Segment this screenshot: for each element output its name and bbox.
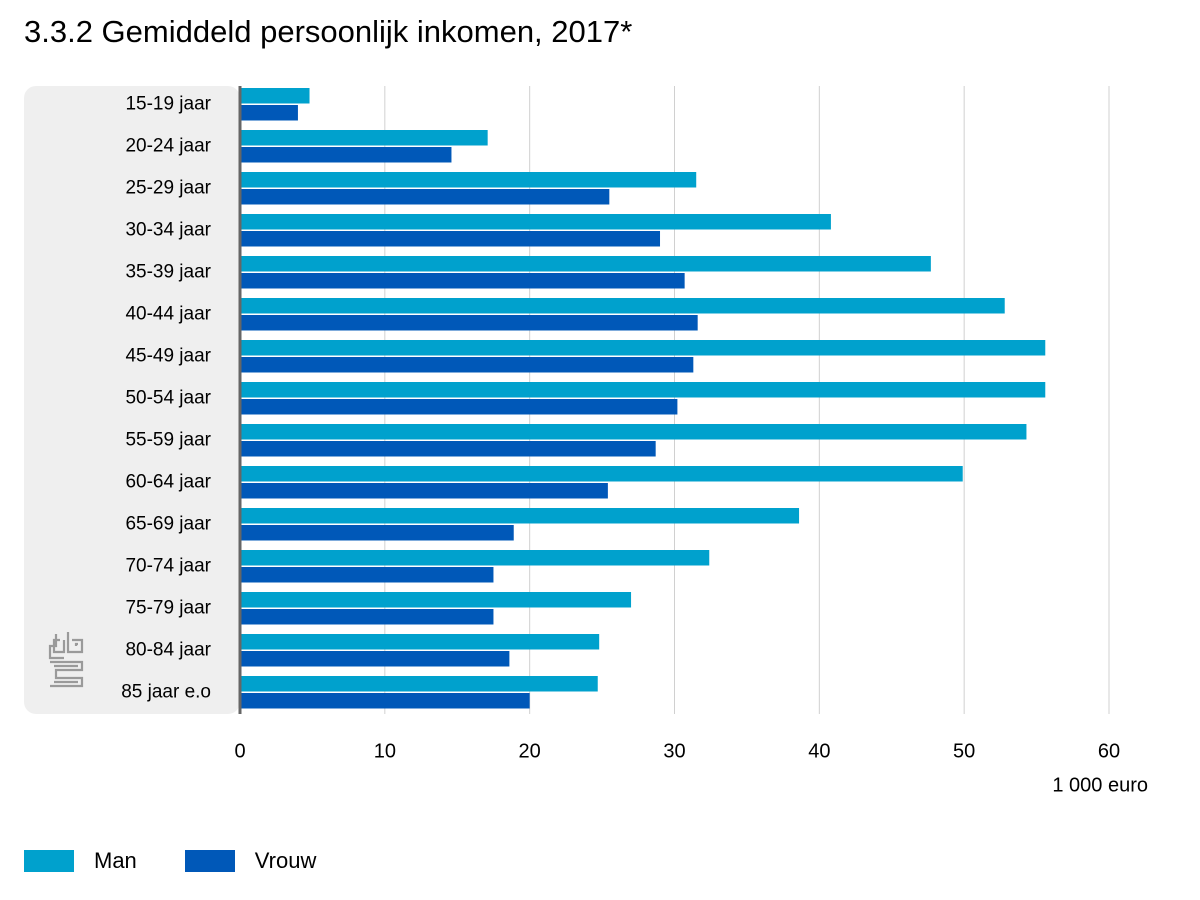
- bar-man-35-39-jaar: [240, 256, 931, 272]
- bar-vrouw-20-24-jaar: [240, 147, 452, 163]
- bar-vrouw-50-54-jaar: [240, 399, 678, 415]
- bar-man-85-jaar-e-o: [240, 676, 598, 692]
- legend-swatch-vrouw: [184, 850, 235, 872]
- cbs-logo-stroke-0: [48, 634, 64, 660]
- legend-label-man: Man: [94, 848, 137, 873]
- category-label-35-39-jaar: 35-39 jaar: [125, 262, 211, 283]
- x-tick-label-0: 0: [234, 740, 245, 762]
- bar-vrouw-45-49-jaar: [240, 357, 694, 373]
- bar-vrouw-70-74-jaar: [240, 567, 494, 583]
- legend-swatch-man: [24, 850, 74, 872]
- bar-man-20-24-jaar: [240, 130, 488, 146]
- bar-man-25-29-jaar: [240, 172, 697, 188]
- x-tick-label-60: 60: [1098, 740, 1120, 762]
- chart-title: 3.3.2 Gemiddeld persoonlijk inkomen, 201…: [24, 14, 633, 49]
- cbs-logo-stroke-5: [54, 664, 78, 684]
- category-label-65-69-jaar: 65-69 jaar: [125, 514, 211, 535]
- category-label-15-19-jaar: 15-19 jaar: [125, 94, 211, 115]
- x-tick-label-10: 10: [374, 740, 396, 762]
- bar-vrouw-85-jaar-e-o: [240, 693, 530, 709]
- bar-vrouw-35-39-jaar: [240, 273, 685, 289]
- x-axis-label: 1 000 euro: [1052, 774, 1148, 796]
- cbs-logo-stroke-2: [66, 632, 84, 654]
- category-label-70-74-jaar: 70-74 jaar: [125, 556, 211, 577]
- x-tick-label-30: 30: [663, 740, 685, 762]
- legend-item-man: Man: [24, 848, 137, 874]
- bar-man-75-79-jaar: [240, 592, 632, 608]
- x-tick-label-20: 20: [519, 740, 541, 762]
- legend-item-vrouw: Vrouw: [184, 848, 317, 874]
- cbs-logo-stroke-3: [74, 642, 78, 646]
- category-label-55-59-jaar: 55-59 jaar: [125, 430, 211, 451]
- bar-man-45-49-jaar: [240, 340, 1046, 356]
- bar-man-80-84-jaar: [240, 634, 600, 650]
- bar-vrouw-75-79-jaar: [240, 609, 494, 625]
- bar-vrouw-15-19-jaar: [240, 105, 298, 121]
- category-label-80-84-jaar: 80-84 jaar: [125, 640, 211, 661]
- cbs-logo-stroke-1: [52, 638, 66, 654]
- bar-vrouw-25-29-jaar: [240, 189, 610, 205]
- cbs-logo: [48, 632, 84, 688]
- bar-man-70-74-jaar: [240, 550, 710, 566]
- category-label-25-29-jaar: 25-29 jaar: [125, 178, 211, 199]
- legend-label-vrouw: Vrouw: [254, 848, 317, 873]
- bar-vrouw-60-64-jaar: [240, 483, 608, 499]
- category-label-45-49-jaar: 45-49 jaar: [125, 346, 211, 367]
- bar-vrouw-55-59-jaar: [240, 441, 656, 457]
- category-label-30-34-jaar: 30-34 jaar: [125, 220, 211, 241]
- category-label-75-79-jaar: 75-79 jaar: [125, 598, 211, 619]
- category-label-40-44-jaar: 40-44 jaar: [125, 304, 211, 325]
- category-label-50-54-jaar: 50-54 jaar: [125, 388, 211, 409]
- x-tick-label-50: 50: [953, 740, 975, 762]
- bar-vrouw-30-34-jaar: [240, 231, 661, 247]
- bar-man-50-54-jaar: [240, 382, 1046, 398]
- legend: Man Vrouw: [24, 848, 364, 874]
- bar-man-30-34-jaar: [240, 214, 831, 230]
- category-band: [24, 86, 240, 714]
- cbs-logo-stroke-4: [50, 660, 84, 688]
- category-label-60-64-jaar: 60-64 jaar: [125, 472, 211, 493]
- bar-vrouw-40-44-jaar: [240, 315, 698, 331]
- bar-man-15-19-jaar: [240, 88, 310, 104]
- bar-vrouw-80-84-jaar: [240, 651, 510, 667]
- category-label-85-jaar-e-o: 85 jaar e.o: [121, 682, 211, 703]
- x-tick-label-40: 40: [808, 740, 830, 762]
- bar-man-55-59-jaar: [240, 424, 1027, 440]
- bar-man-65-69-jaar: [240, 508, 800, 524]
- category-label-20-24-jaar: 20-24 jaar: [125, 136, 211, 157]
- bar-man-60-64-jaar: [240, 466, 963, 482]
- bar-vrouw-65-69-jaar: [240, 525, 514, 541]
- bar-man-40-44-jaar: [240, 298, 1005, 314]
